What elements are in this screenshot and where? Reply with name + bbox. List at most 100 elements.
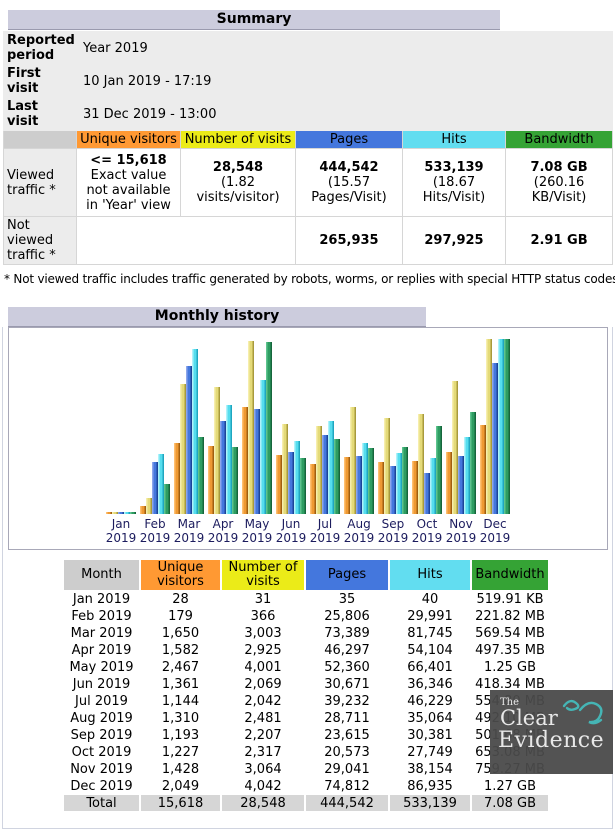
chart-bar-hits [192, 349, 198, 514]
chart-month-group: May 2019 [240, 339, 274, 545]
chart-bar-bandwidth-mb- [402, 447, 408, 514]
chart-month-group: Oct 2019 [410, 339, 444, 545]
chart-bar-group [480, 339, 510, 514]
chart-bar-hits [328, 421, 334, 514]
cell-bandwidth: 569.54 MB [475, 625, 545, 641]
cell-month: Oct 2019 [71, 744, 132, 760]
chart-bar-unique-visitors [446, 452, 452, 514]
viewed-unique-cell: <= 15,618 Exact value not available in 'Y… [76, 148, 181, 217]
chart-bar-bandwidth-mb- [164, 484, 170, 514]
monthly-column-bandwidth: Bandwidth [472, 560, 548, 590]
cell-bandwidth: 1.27 GB [483, 778, 537, 794]
chart-bar-group [344, 339, 374, 514]
table-row: May 2019 2,467 4,001 52,360 66,401 1.25 GB [64, 659, 548, 675]
chart-month-group: Dec 2019 [478, 339, 512, 545]
not-viewed-empty-cell [76, 216, 296, 265]
chart-bar-group [276, 339, 306, 514]
chart-month-group: Aug 2019 [342, 339, 376, 545]
chart-month-group: Mar 2019 [172, 339, 206, 545]
cell-pages: 46,297 [324, 642, 370, 658]
table-row: Mar 2019 1,650 3,003 73,389 81,745 569.54 MB [64, 625, 548, 641]
cell-unique: 1,144 [161, 693, 200, 709]
monthly-column-month: Month [64, 560, 139, 590]
table-row: Apr 2019 1,582 2,925 46,297 54,104 497.35 MB [64, 642, 548, 658]
chart-month-group: Jul 2019 [308, 339, 342, 545]
viewed-bandwidth-value: 7.08 GB [530, 160, 588, 175]
chart-bar-bandwidth-mb- [266, 342, 272, 514]
cell-pages: 73,389 [324, 625, 370, 641]
chart-bar-unique-visitors [480, 425, 486, 514]
reported-period-label: Reported period [3, 31, 77, 65]
chart-bar-hits [158, 454, 164, 514]
chart-bar-group [174, 339, 204, 514]
clear-evidence-logo: The Clear Evidence [490, 690, 613, 774]
chart-bar-pages [254, 409, 260, 514]
chart-bar-number-of-visits [180, 384, 186, 514]
reported-period-row: Reported period Year 2019 [3, 31, 614, 65]
chart-month-label: Sep 2019 [377, 517, 409, 545]
chart-bar-number-of-visits [316, 426, 322, 514]
cell-visits: 2,317 [244, 744, 282, 760]
cell-unique: 2,049 [161, 778, 200, 794]
total-row: Total 15,618 28,548 444,542 533,139 7.08 GB [64, 795, 548, 811]
cell-pages: 444,542 [306, 795, 388, 811]
cell-bandwidth: 519.91 KB [476, 591, 544, 607]
cell-unique: 179 [168, 608, 193, 624]
chart-bar-hits [396, 453, 402, 514]
chart-month-label: Aug 2019 [343, 517, 375, 545]
chart-bar-unique-visitors [412, 461, 418, 514]
not-viewed-hits: 297,925 [424, 233, 484, 248]
cell-pages: 30,671 [324, 676, 370, 692]
chart-bar-pages [424, 473, 430, 514]
cell-unique: 1,361 [161, 676, 200, 692]
cell-unique: 1,193 [161, 727, 200, 743]
chart-bar-pages [288, 452, 294, 514]
cell-hits: 30,381 [407, 727, 453, 743]
chart-bar-bandwidth-mb- [504, 339, 510, 514]
monthly-header-row: Month Unique visitors Number of visits P… [64, 560, 548, 590]
cell-pages: 20,573 [324, 744, 370, 760]
cell-pages: 52,360 [324, 659, 370, 675]
chart-bar-bandwidth-mb- [470, 412, 476, 514]
not-viewed-pages: 265,935 [319, 233, 379, 248]
monthly-history-chart: Jan 2019 Feb 2019 Mar 2019 Apr 2019 May 2019 Jun 20… [8, 327, 608, 550]
cell-hits: 46,229 [407, 693, 453, 709]
summary-table: Reported period Year 2019 First visit 10… [3, 31, 614, 265]
chart-bar-unique-visitors [344, 457, 350, 514]
cell-unique: 1,227 [161, 744, 200, 760]
cell-pages: 25,806 [324, 608, 370, 624]
chart-bar-bandwidth-mb- [300, 458, 306, 514]
cell-unique: 28 [172, 591, 189, 607]
cell-pages: 29,041 [324, 761, 370, 777]
cell-hits: 533,139 [390, 795, 470, 811]
cell-visits: 2,481 [244, 710, 282, 726]
first-visit-row: First visit 10 Jan 2019 - 17:19 [3, 64, 614, 98]
chart-bar-bandwidth-mb- [368, 448, 374, 514]
cell-month: Sep 2019 [70, 727, 133, 743]
chart-bar-number-of-visits [214, 387, 220, 514]
cell-visits: 366 [250, 608, 276, 624]
cell-visits: 4,001 [244, 659, 282, 675]
viewed-hits-note: (18.67 Hits/Visit) [422, 175, 486, 205]
chart-bar-group [106, 339, 136, 514]
viewed-pages-value: 444,542 [319, 160, 379, 175]
last-visit-label: Last visit [3, 97, 77, 131]
column-unique-visitors: Unique visitors [76, 130, 181, 149]
not-viewed-footnote: * Not viewed traffic includes traffic ge… [4, 272, 615, 286]
chart-month-label: May 2019 [241, 517, 273, 545]
chart-bar-hits [124, 512, 130, 514]
column-bandwidth: Bandwidth [504, 130, 614, 149]
cell-pages: 28,711 [324, 710, 370, 726]
chart-bar-bandwidth-mb- [130, 512, 136, 514]
cell-month: Total [64, 795, 139, 811]
first-visit-value: 10 Jan 2019 - 17:19 [75, 64, 614, 98]
chart-bar-pages [186, 366, 192, 514]
cell-hits: 36,346 [407, 676, 453, 692]
monthly-column-hits: Hits [390, 560, 470, 590]
chart-month-group: Apr 2019 [206, 339, 240, 545]
cell-month: Feb 2019 [71, 608, 132, 624]
viewed-pages-note: (15.57 Pages/Visit) [311, 175, 387, 205]
cell-month: Dec 2019 [70, 778, 133, 794]
